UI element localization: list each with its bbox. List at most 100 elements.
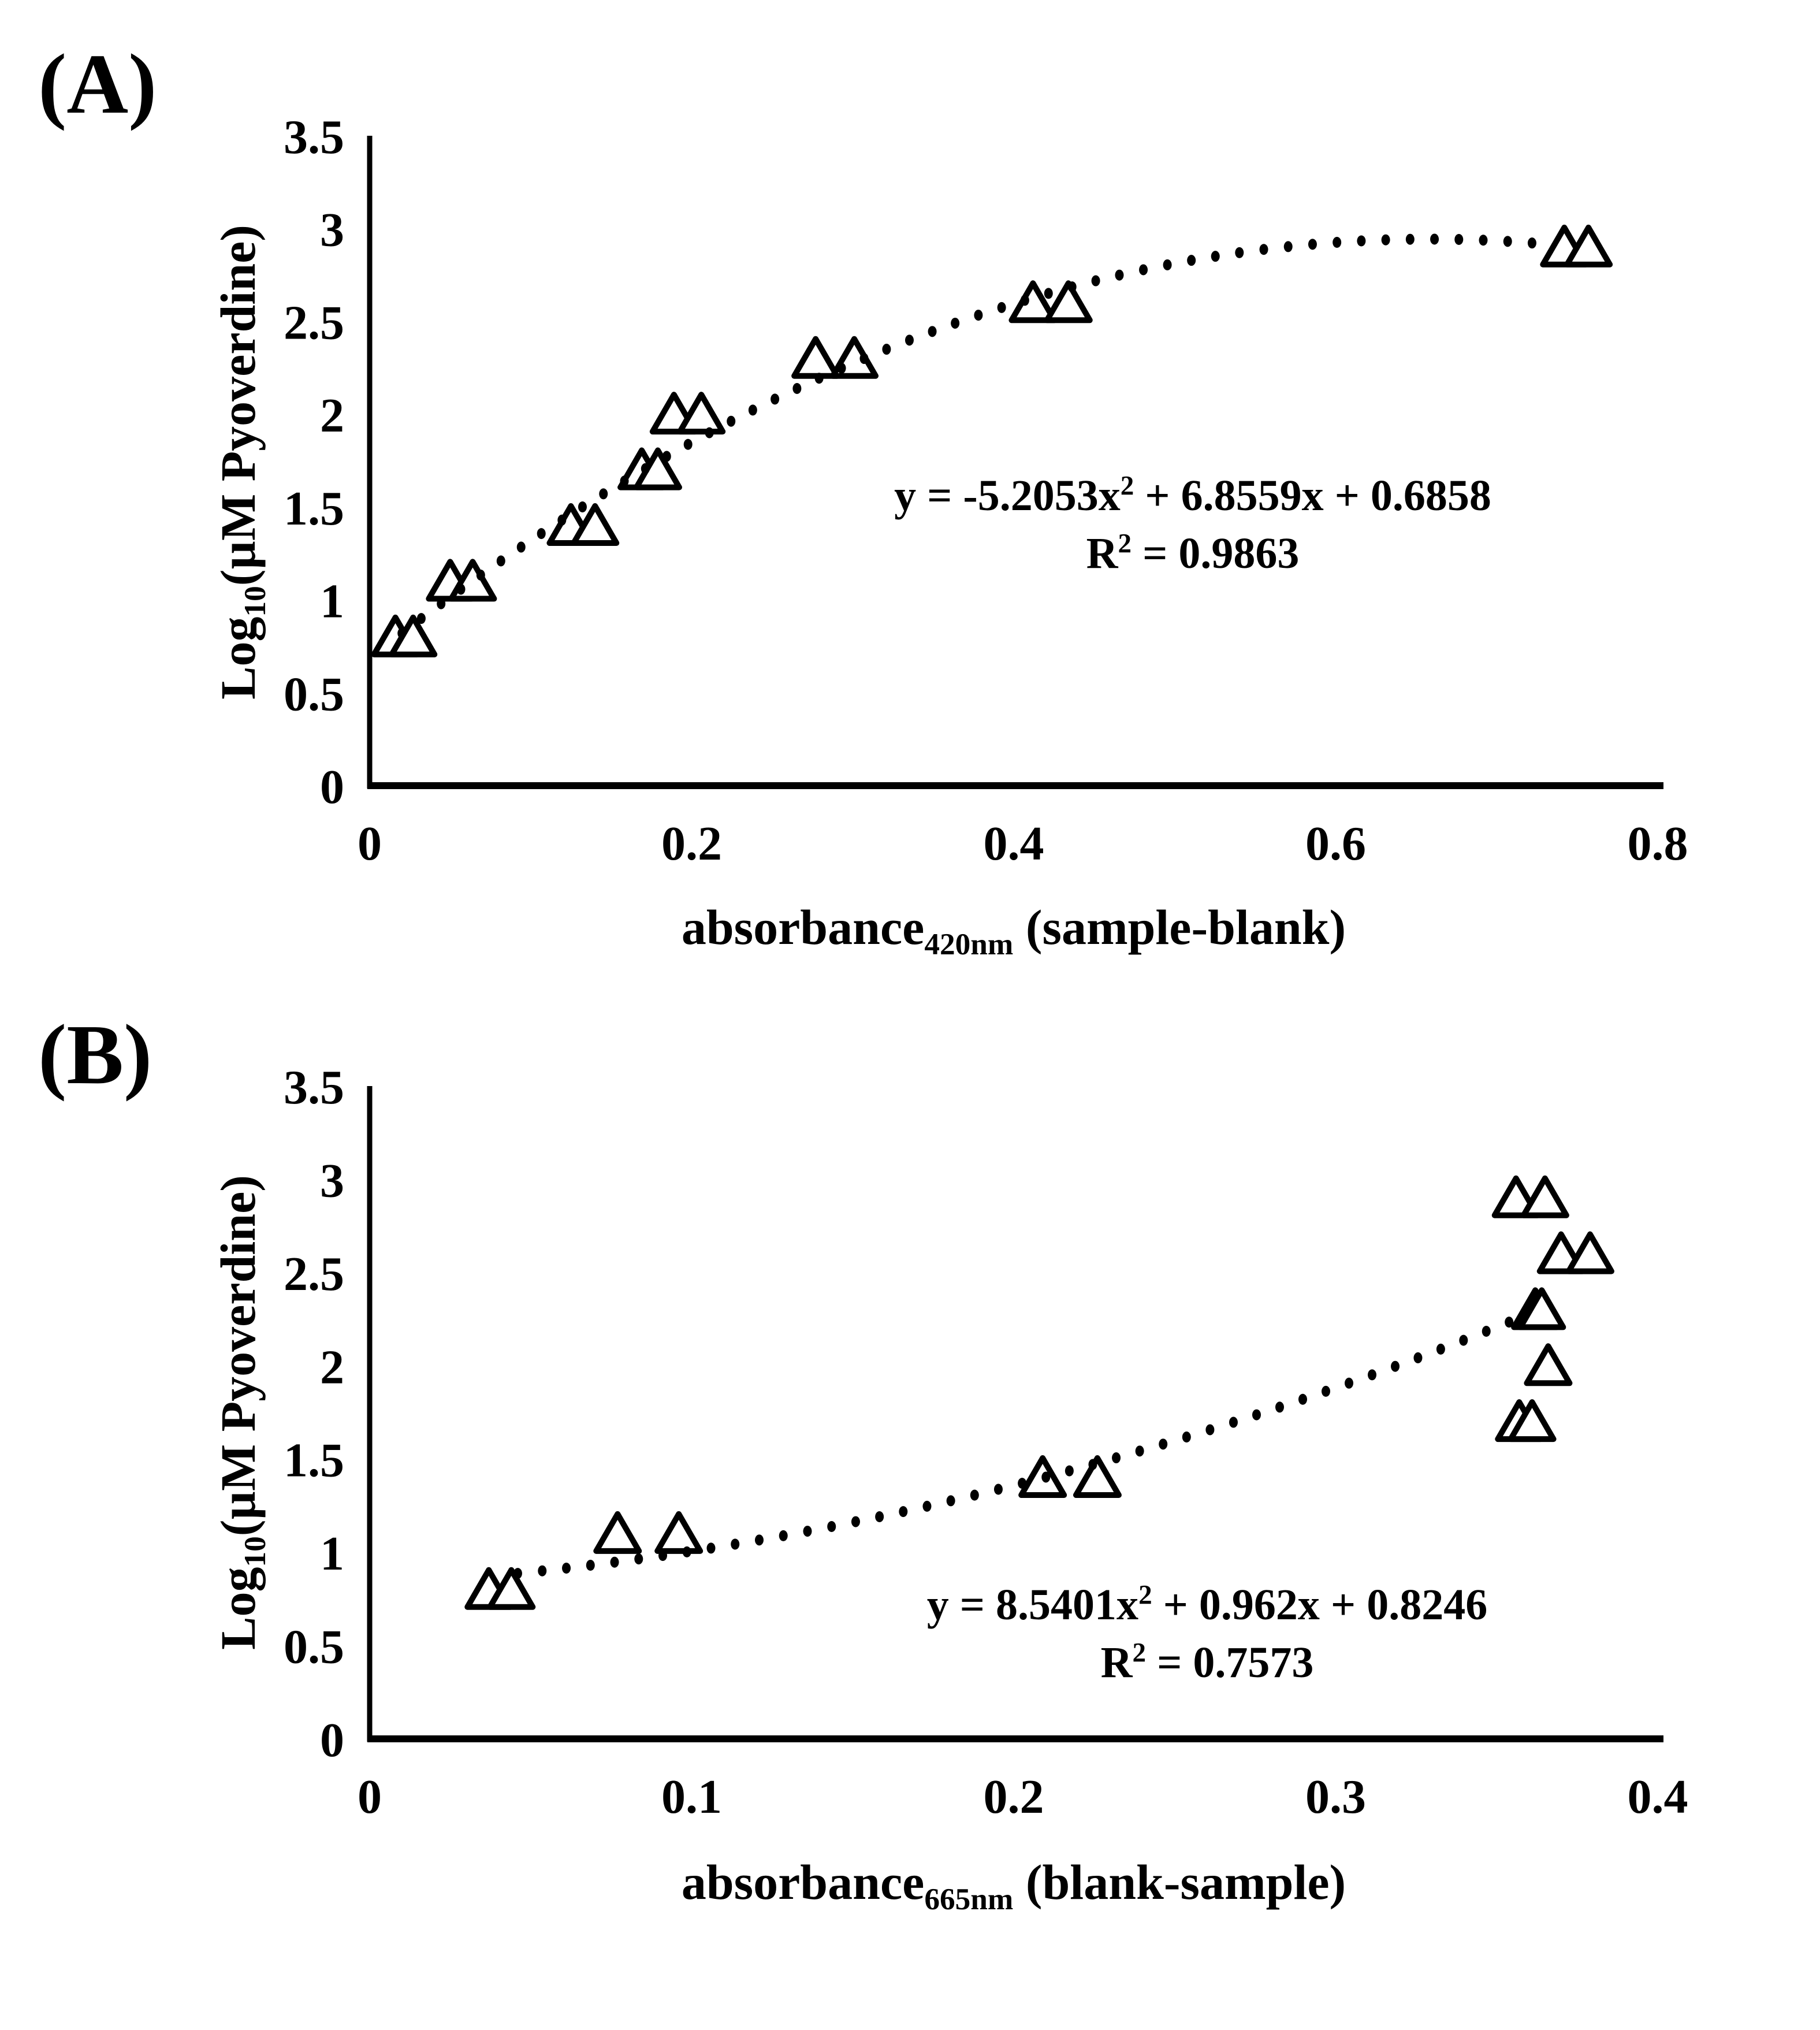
panel-b-trendline-dot bbox=[1459, 1334, 1468, 1346]
panel-b-trendline-dot bbox=[1436, 1343, 1445, 1355]
panel-b-r-squared-line: R2 = 0.7573 bbox=[864, 1634, 1551, 1691]
panel-a-trendline-dot bbox=[792, 383, 802, 395]
panel-b-data-point-triangle bbox=[1508, 1399, 1557, 1442]
panel-b-trendline-dot bbox=[1505, 1317, 1514, 1328]
panel-b-trendline-dot bbox=[875, 1511, 884, 1522]
panel-a-trendline-dot bbox=[537, 528, 546, 540]
panel-b-x-tick-label-0.2: 0.2 bbox=[984, 1770, 1044, 1824]
panel-a-trendline-dot bbox=[516, 541, 526, 553]
equation-exponent: 2 bbox=[1118, 529, 1132, 559]
panel-a-trendline-dot bbox=[578, 501, 587, 513]
panel-a-trendline-dot bbox=[997, 302, 1006, 313]
panel-a-y-tick-label-2.5: 2.5 bbox=[284, 296, 344, 350]
panel-a-trendline-dot bbox=[1430, 233, 1439, 245]
panel-b-trendline-dot bbox=[634, 1553, 643, 1565]
panel-b-trendline-dot bbox=[970, 1489, 979, 1501]
y-title-subscript: 10 bbox=[237, 1536, 273, 1567]
panel-a-trendline-dot bbox=[1308, 239, 1317, 250]
panel-b-trendline-dot bbox=[513, 1568, 522, 1579]
panel-b-data-point-triangle bbox=[654, 1511, 704, 1554]
panel-a-trendline-dot bbox=[1020, 295, 1029, 306]
panel-a-trendline-dot bbox=[1283, 241, 1293, 252]
panel-a-trendline-dot bbox=[1381, 234, 1390, 246]
panel-a-trendline-dot bbox=[416, 613, 426, 624]
panel-b-trendline-dot bbox=[610, 1556, 619, 1568]
panel-b-trendline-dot bbox=[1368, 1369, 1377, 1381]
panel-a-trendline-dot bbox=[1259, 244, 1268, 255]
panel-a-trendline-dot bbox=[557, 514, 567, 526]
panel-b-data-point-triangle bbox=[1524, 1343, 1573, 1386]
panel-b-y-tick-label-1: 1 bbox=[320, 1527, 344, 1581]
panel-b-x-tick-label-0: 0 bbox=[358, 1770, 382, 1824]
x-title-text: (sample-blank) bbox=[1013, 899, 1346, 955]
panel-b-trendline-dot bbox=[1275, 1401, 1284, 1413]
panel-a-y-tick-label-0: 0 bbox=[320, 760, 344, 814]
panel-b-data-point-triangle bbox=[1520, 1175, 1569, 1218]
panel-b-trendline-dot bbox=[1182, 1432, 1191, 1443]
panel-a-r-squared-line: R2 = 0.9863 bbox=[849, 525, 1536, 582]
panel-a-data-point-triangle bbox=[791, 336, 840, 379]
y-title-text: Log bbox=[210, 616, 266, 700]
equation-term: R bbox=[1086, 529, 1118, 578]
panel-b-trendline-dot bbox=[1088, 1459, 1097, 1470]
panel-b-y-tick-label-0.5: 0.5 bbox=[284, 1620, 344, 1674]
panel-a-x-tick-label-0.2: 0.2 bbox=[661, 817, 722, 871]
panel-b-trendline-dot bbox=[803, 1526, 812, 1537]
panel-b-data-point-triangle bbox=[1517, 1287, 1566, 1330]
equation-term: y = 8.5401x bbox=[926, 1581, 1139, 1629]
panel-b-data-point-triangle bbox=[487, 1567, 536, 1610]
panel-a-y-tick-label-3.5: 3.5 bbox=[284, 110, 344, 164]
panel-a-trendline-dot bbox=[882, 344, 891, 355]
panel-a-x-axis-title: absorbance420nm (sample-blank) bbox=[370, 898, 1658, 960]
panel-a-x-tick-label-0.4: 0.4 bbox=[984, 817, 1044, 871]
panel-a-trendline-dot bbox=[771, 393, 780, 405]
panel-b-trendline-dot bbox=[779, 1530, 788, 1541]
panel-b-equation-line: y = 8.5401x2 + 0.962x + 0.8246 bbox=[864, 1576, 1551, 1634]
panel-a-x-tick-label-0.8: 0.8 bbox=[1628, 817, 1688, 871]
panel-a-trendline-dot bbox=[1163, 259, 1172, 270]
panel-a-trendline-dot bbox=[905, 334, 914, 346]
panel-b-x-tick-label-0.4: 0.4 bbox=[1628, 1770, 1688, 1824]
panel-b-trendline-dot bbox=[1112, 1452, 1121, 1464]
panel-a-trendline-dot bbox=[1067, 281, 1077, 293]
panel-b-trendline-dot bbox=[946, 1495, 955, 1507]
panel-b-trendline-dot bbox=[658, 1550, 668, 1561]
x-title-subscript: 420nm bbox=[924, 927, 1014, 962]
panel-a-trendline-dot bbox=[1357, 235, 1366, 247]
panel-a-trendline-dot bbox=[705, 427, 714, 438]
panel-b-y-tick-label-3: 3 bbox=[320, 1154, 344, 1207]
panel-b-y-tick-label-2: 2 bbox=[320, 1340, 344, 1394]
panel-a-trendline-dot bbox=[456, 583, 466, 595]
panel-a-trendline-dot bbox=[1044, 288, 1053, 299]
panel-b-trendline-dot bbox=[1065, 1465, 1074, 1477]
panel-b-trendline-dot bbox=[899, 1506, 908, 1518]
panel-a-trendline-dot bbox=[1479, 235, 1488, 246]
panel-b-trendline-dot bbox=[1159, 1438, 1168, 1450]
panel-b-x-tick-label-0.3: 0.3 bbox=[1305, 1770, 1366, 1824]
panel-b-trendline-dot bbox=[827, 1520, 836, 1532]
panel-a-data-point-triangle bbox=[1044, 280, 1093, 324]
panel-b-trendline-dot bbox=[1229, 1416, 1238, 1428]
panel-a-trendline-dot bbox=[814, 373, 824, 384]
panel-b-y-tick-label-2.5: 2.5 bbox=[284, 1247, 344, 1301]
panel-b-trendline-dot bbox=[754, 1534, 764, 1546]
panel-a-y-tick-label-1.5: 1.5 bbox=[284, 482, 344, 536]
x-title-text: absorbance bbox=[681, 1854, 925, 1910]
panel-a-trendline-dot bbox=[1187, 255, 1196, 266]
equation-exponent: 2 bbox=[1138, 1580, 1152, 1611]
panel-a-trendline-dot bbox=[599, 488, 608, 500]
x-title-text: (blank-sample) bbox=[1013, 1854, 1346, 1910]
x-title-subscript: 665nm bbox=[924, 1882, 1014, 1917]
panel-b-trendline-dot bbox=[1413, 1352, 1423, 1363]
panel-b-trendline-dot bbox=[1482, 1326, 1491, 1337]
panel-b-label: (B) bbox=[38, 1007, 152, 1102]
panel-b-y-tick-label-0: 0 bbox=[320, 1713, 344, 1767]
y-title-text: (µM Pyoverdine) bbox=[210, 1175, 266, 1537]
panel-b-trendline-dot bbox=[538, 1565, 547, 1577]
panel-a-trendline-dot bbox=[641, 463, 650, 474]
panel-a-x-tick-label-0: 0 bbox=[358, 817, 382, 871]
panel-b-data-point-triangle bbox=[593, 1511, 642, 1554]
panel-a-trendline-dot bbox=[727, 415, 736, 427]
panel-a-y-tick-label-1: 1 bbox=[320, 575, 344, 629]
